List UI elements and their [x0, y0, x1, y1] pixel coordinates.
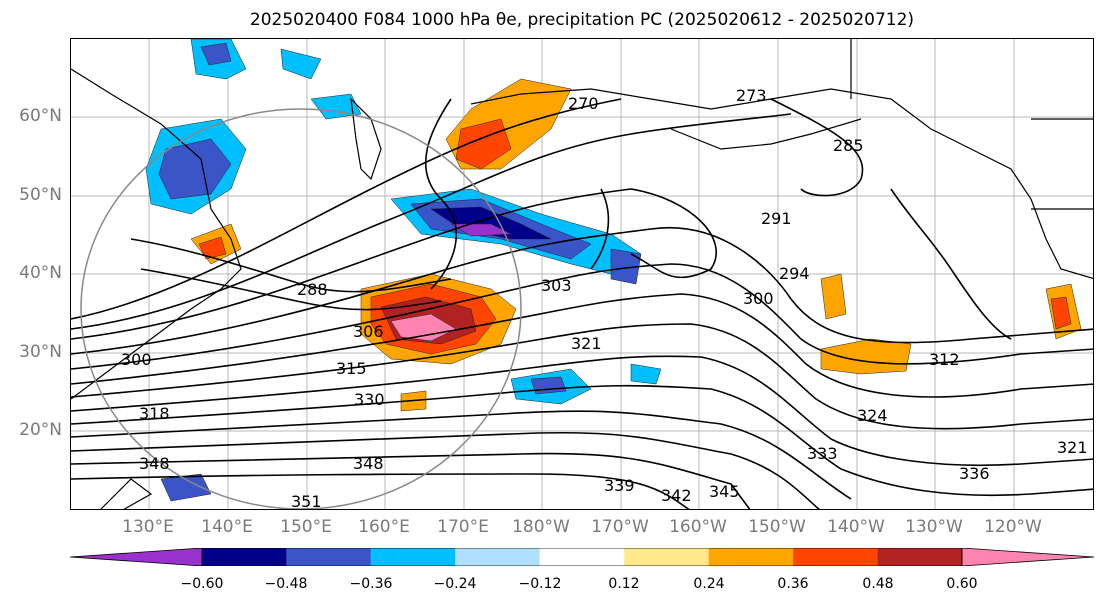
lon-label-130e: 130°E — [122, 517, 174, 537]
colorbar-segment — [793, 548, 878, 566]
map-canvas: 270 273 285 291 294 300 303 306 312 315 … — [71, 39, 1093, 510]
colorbar-extend-high — [961, 547, 1095, 567]
lon-label-130w: 130°W — [905, 517, 963, 537]
lon-label-170e: 170°E — [437, 517, 489, 537]
colorbar-segment — [455, 548, 540, 566]
lat-label-60n: 60°N — [19, 106, 62, 126]
contour-labels: 270 273 285 291 294 300 303 306 312 315 … — [121, 86, 1088, 510]
lat-label-30n: 30°N — [19, 342, 62, 362]
contour-label: 285 — [833, 136, 864, 155]
contour-label: 273 — [736, 86, 767, 105]
map-panel: 270 273 285 291 294 300 303 306 312 315 … — [70, 38, 1094, 510]
domain-circle — [80, 108, 522, 509]
colorbar-tick: 0.24 — [693, 576, 725, 592]
map-title: 2025020400 F084 1000 hPa θe, precipitati… — [249, 10, 915, 30]
colorbar-segment — [370, 548, 456, 566]
colorbar-segment — [877, 548, 962, 566]
contour-label: 300 — [121, 350, 152, 369]
contour-label: 300 — [743, 289, 774, 308]
colorbar-segment — [202, 548, 287, 566]
contour-label: 348 — [353, 454, 384, 473]
contour-label: 303 — [541, 276, 572, 295]
colorbar-tick: −0.60 — [180, 576, 224, 592]
contour-label: 333 — [807, 444, 838, 463]
colorbar-tick: 0.48 — [862, 576, 894, 592]
contour-label: 306 — [353, 322, 384, 341]
contour-label: 330 — [354, 390, 385, 409]
contour-label: 342 — [661, 486, 692, 505]
contour-label: 351 — [291, 492, 322, 510]
lon-label-180w: 180°W — [512, 517, 570, 537]
colorbar-tick: 0.36 — [777, 576, 809, 592]
lon-label-150w: 150°W — [748, 517, 806, 537]
precip-positive — [190, 78, 1082, 412]
lon-label-120w: 120°W — [984, 517, 1042, 537]
colorbar-segment — [624, 548, 709, 566]
contour-label: 321 — [1057, 438, 1088, 457]
contour-label: 336 — [959, 464, 990, 483]
colorbar-extend-low — [69, 547, 203, 567]
colorbar-segment — [286, 548, 371, 566]
contour-label: 324 — [857, 406, 888, 425]
lat-label-50n: 50°N — [19, 185, 62, 205]
lon-label-160e: 160°E — [358, 517, 410, 537]
colorbar-tick: −0.24 — [433, 576, 477, 592]
lon-label-170w: 170°W — [591, 517, 649, 537]
colorbar-segment — [539, 548, 625, 566]
contour-label: 312 — [929, 350, 960, 369]
colorbar-bar — [69, 547, 1095, 567]
precip-negative — [145, 39, 662, 502]
lat-label-20n: 20°N — [19, 420, 62, 440]
theta-e-contours — [71, 98, 1093, 509]
contour-label: 315 — [336, 359, 367, 378]
contour-label: 339 — [604, 476, 635, 495]
contour-label: 348 — [139, 454, 170, 473]
colorbar-tick: 0.60 — [946, 576, 978, 592]
contour-label: 288 — [297, 280, 328, 299]
lat-label-40n: 40°N — [19, 263, 62, 283]
contour-label: 321 — [571, 334, 602, 353]
colorbar-tick: −0.48 — [264, 576, 308, 592]
lon-label-140w: 140°W — [827, 517, 885, 537]
lon-label-140e: 140°E — [201, 517, 253, 537]
colorbar — [69, 547, 1095, 570]
colorbar-tick: −0.36 — [349, 576, 393, 592]
colorbar-tick: 0.12 — [608, 576, 640, 592]
contour-label: 291 — [761, 209, 792, 228]
lon-label-150e: 150°E — [280, 517, 332, 537]
contour-label: 270 — [568, 94, 599, 113]
contour-label: 318 — [139, 404, 170, 423]
lon-label-160w: 160°W — [669, 517, 727, 537]
contour-label: 345 — [709, 482, 740, 501]
colorbar-segment — [708, 548, 794, 566]
contour-label: 294 — [779, 264, 810, 283]
colorbar-tick: −0.12 — [518, 576, 562, 592]
